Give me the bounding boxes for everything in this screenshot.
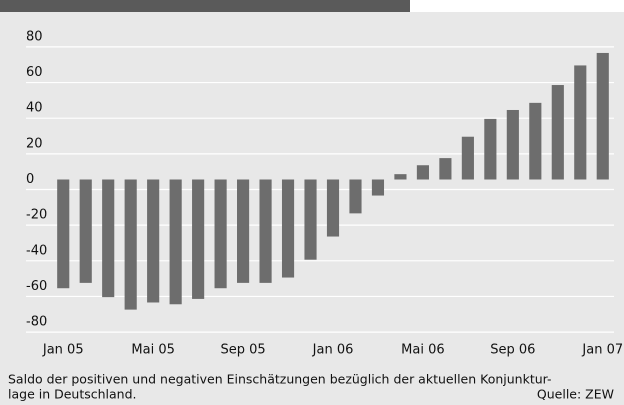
bar [124,179,137,310]
x-tick-label: Sep 05 [220,343,265,358]
header-band [0,0,410,12]
y-tick-label: 80 [26,29,43,44]
x-tick-label: Jan 05 [42,343,84,358]
bar [259,179,272,283]
note-line: Saldo der positiven und negativen Einsch… [8,372,552,387]
y-tick-label: -40 [26,243,47,258]
bar [192,179,205,299]
bar [79,179,92,283]
bar [349,179,362,214]
y-tick-label: 40 [26,101,43,116]
bar [574,65,587,180]
bar [484,118,497,180]
y-tick-label: 20 [26,136,43,151]
bar [416,165,429,180]
y-tick-label: 0 [26,172,34,187]
x-tick-label: Mai 06 [401,343,444,358]
bar [304,179,317,260]
bar [394,174,407,180]
x-tick-label: Jan 07 [581,343,623,358]
y-tick-label: -80 [26,315,47,330]
y-tick-label: -60 [26,279,47,294]
bar [147,179,160,303]
x-tick-label: Mai 05 [131,343,174,358]
bar [214,179,227,289]
bar [326,179,340,237]
note-line: lage in Deutschland. [8,387,137,402]
bar [551,85,564,180]
bar [237,179,250,283]
bar [102,179,115,298]
bar [57,179,70,289]
x-tick-label: Sep 06 [490,343,535,358]
bar [371,179,385,196]
bar [281,179,295,278]
bar [461,136,474,180]
y-tick-label: -20 [26,208,47,223]
bar [596,52,609,180]
bar [529,102,542,180]
x-tick-label: Jan 06 [312,343,354,358]
header-blank [410,0,624,12]
bar [439,158,452,180]
source: Quelle: ZEW [537,387,614,402]
bar [506,109,519,180]
bar [169,179,182,305]
y-tick-label: 60 [26,65,43,80]
